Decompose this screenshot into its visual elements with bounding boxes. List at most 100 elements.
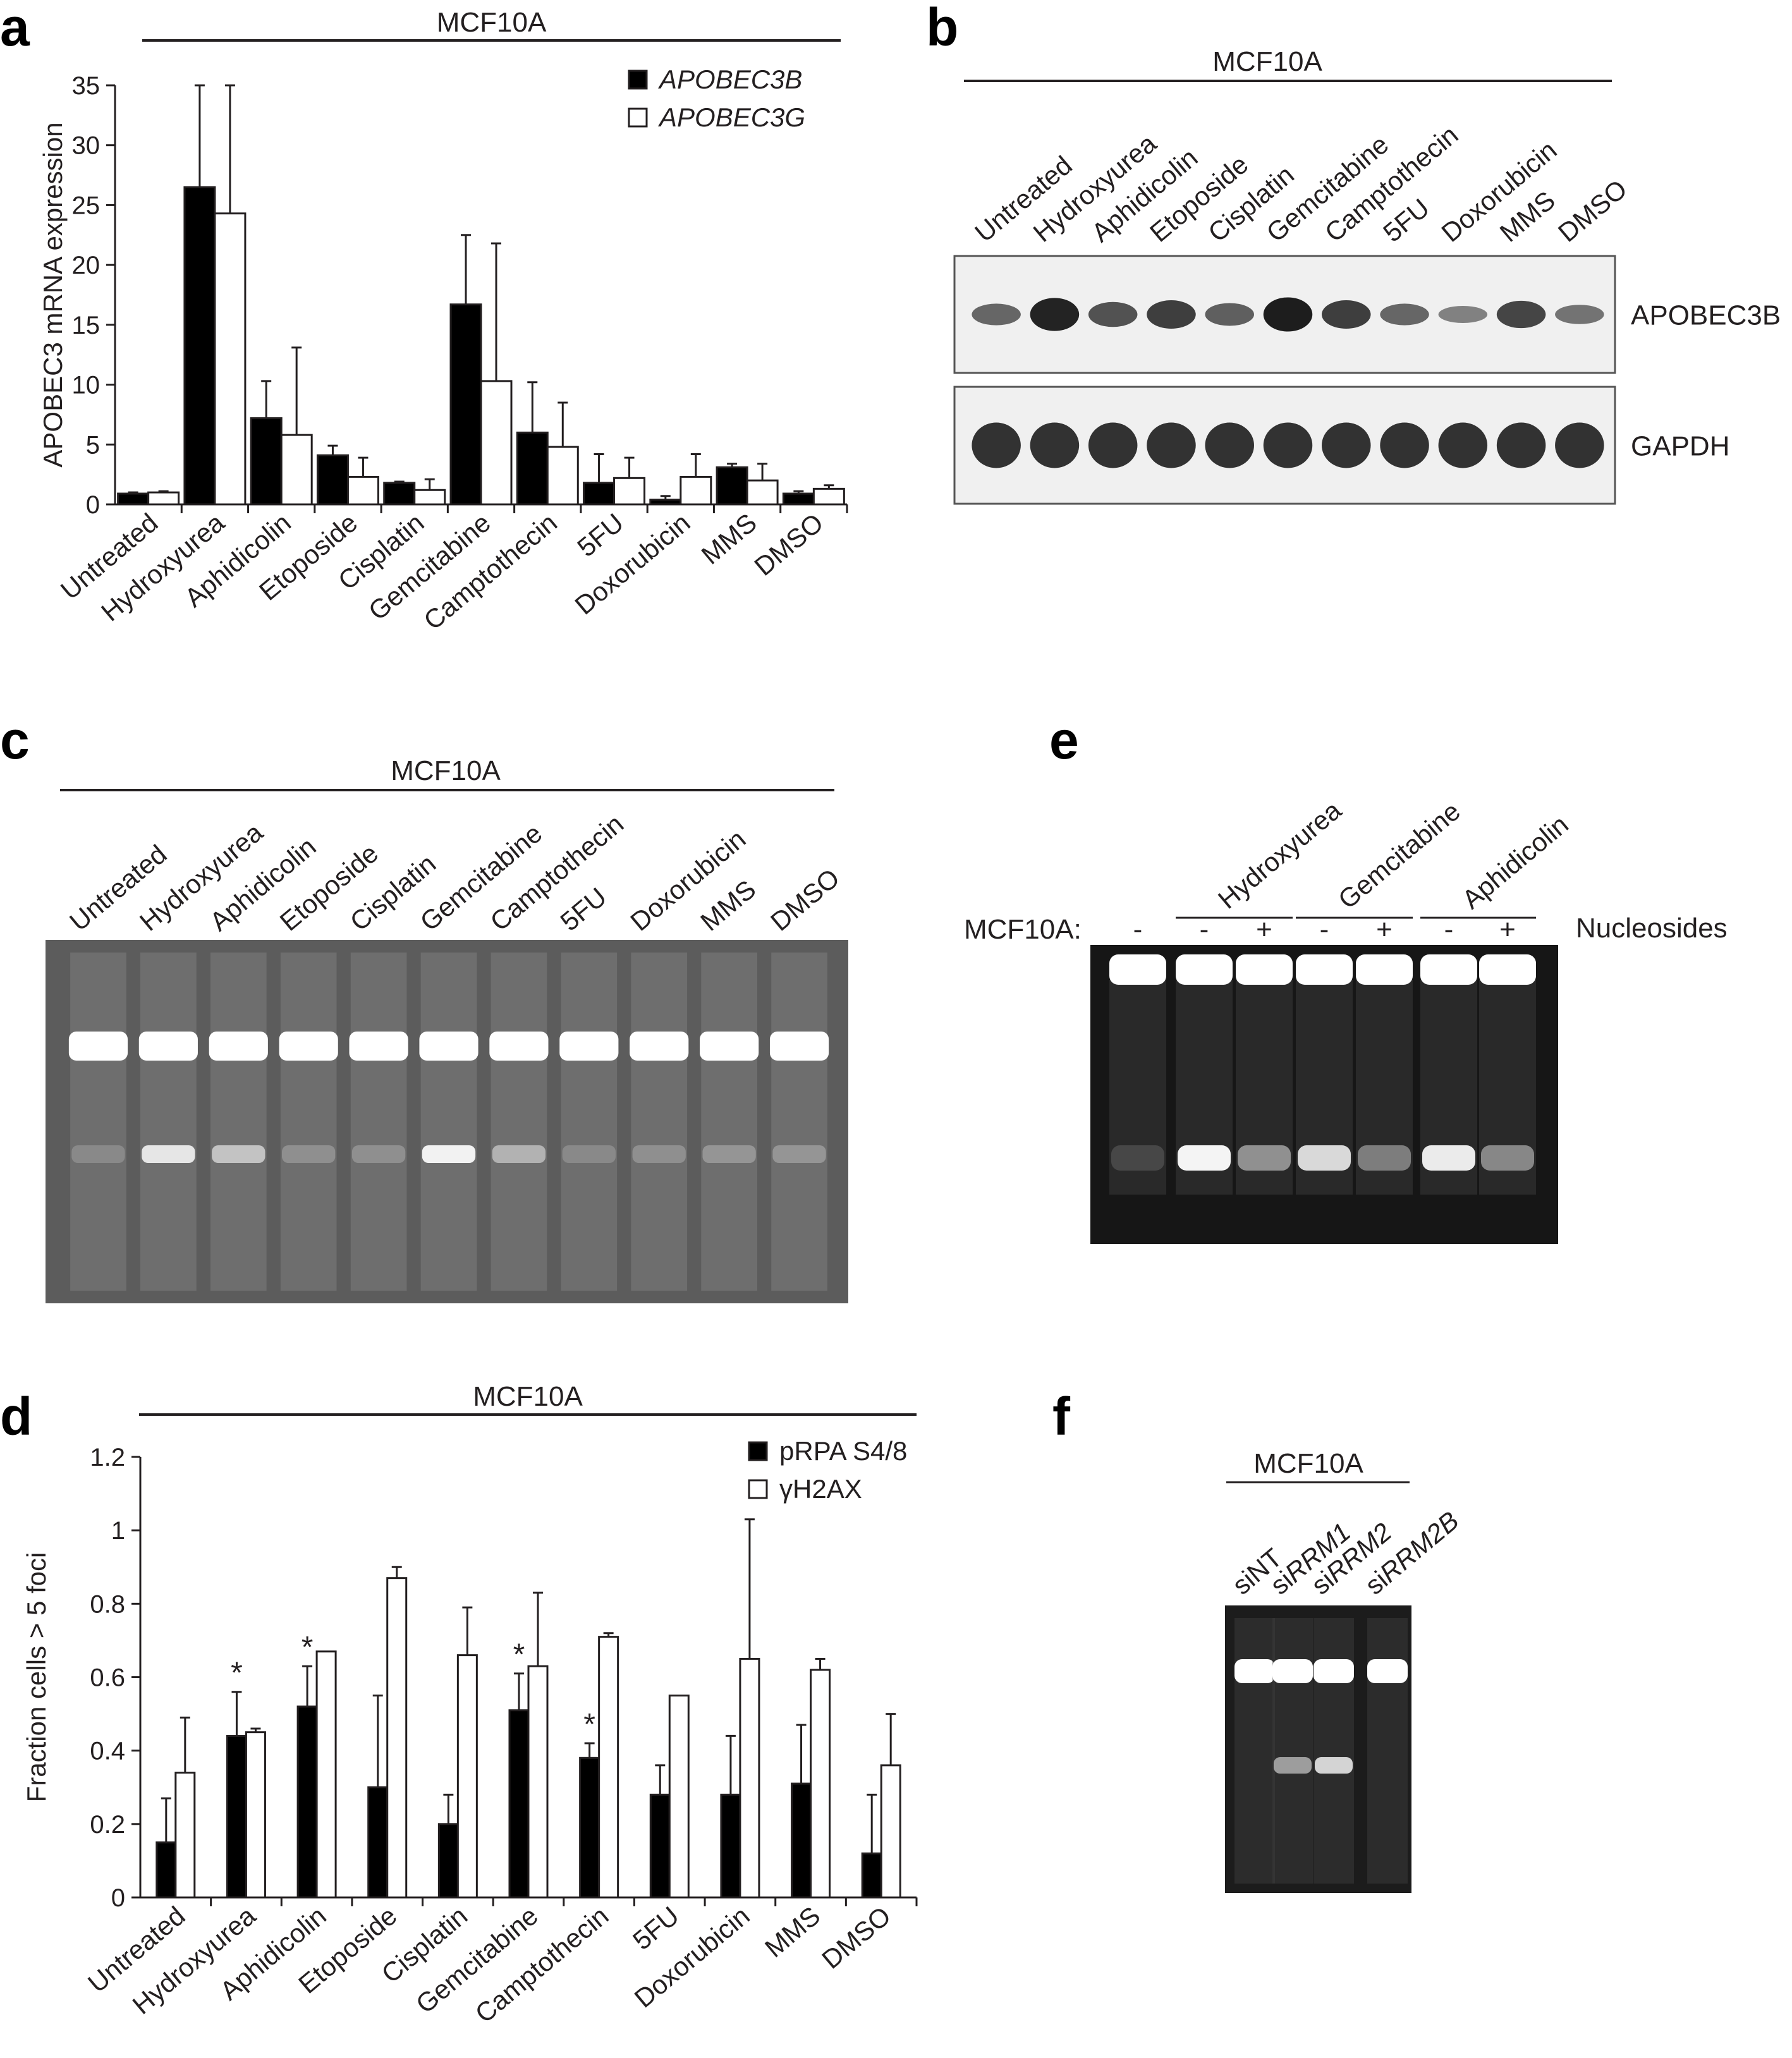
gel-header: MCF10A bbox=[391, 755, 501, 786]
gel-lane-smear bbox=[420, 953, 477, 1291]
blot-band bbox=[1205, 303, 1254, 326]
lane-sign: - bbox=[1133, 914, 1143, 945]
bar-apobec3b-mms bbox=[716, 466, 748, 506]
panel-letter-a: a bbox=[0, 0, 30, 57]
significance-marker: * bbox=[302, 1631, 314, 1664]
gel-product-band bbox=[1238, 1145, 1291, 1171]
blot-band bbox=[1263, 297, 1313, 332]
bar-h2ax-camptothecin bbox=[598, 1636, 619, 1899]
gel-lane-smear bbox=[701, 953, 757, 1291]
bar-apobec3g-hydroxyurea bbox=[214, 212, 247, 506]
blot-row-label-gapdh: GAPDH bbox=[1631, 431, 1729, 462]
bar-apobec3g-dmso bbox=[812, 487, 845, 506]
bar-prpa-s4-8-5fu bbox=[649, 1793, 671, 1899]
blot-band bbox=[1322, 300, 1371, 329]
blot-band bbox=[1380, 303, 1429, 326]
lane-sign: + bbox=[1256, 914, 1272, 945]
legend-swatch-h2ax bbox=[748, 1479, 768, 1499]
bar-apobec3b-hydroxyurea bbox=[183, 186, 216, 506]
bar-apobec3g-doxorubicin bbox=[680, 475, 712, 506]
panel-c-gel: MCF10AUntreatedHydroxyureaAphidicolinEto… bbox=[46, 755, 848, 1303]
group-label-hydroxyurea: Hydroxyurea bbox=[1212, 795, 1347, 914]
legend-label-h2ax: γH2AX bbox=[779, 1474, 862, 1504]
gel-substrate-band bbox=[1479, 954, 1536, 985]
gel-product-band bbox=[562, 1145, 616, 1163]
bar-h2ax-etoposide bbox=[386, 1577, 408, 1899]
bar-prpa-s4-8-etoposide bbox=[367, 1786, 389, 1899]
chart-header: MCF10A bbox=[437, 7, 547, 38]
y-tick-label: 0.8 bbox=[90, 1590, 125, 1618]
panel-letter-d: d bbox=[0, 1387, 32, 1446]
y-axis-label: Fraction cells > 5 foci bbox=[21, 1552, 51, 1803]
bar-apobec3g-gemcitabine bbox=[480, 380, 513, 506]
x-tick-label: Doxorubicin bbox=[569, 508, 695, 621]
gel-lane-smear bbox=[350, 953, 407, 1291]
lane-label: DMSO bbox=[1552, 174, 1633, 248]
gel-product-band bbox=[1111, 1145, 1164, 1171]
gel-product-band bbox=[422, 1145, 476, 1163]
bar-prpa-s4-8-cisplatin bbox=[437, 1823, 459, 1899]
bar-apobec3b-cisplatin bbox=[383, 482, 416, 506]
group-label-gemcitabine: Gemcitabine bbox=[1332, 796, 1466, 915]
gel-product-band bbox=[1274, 1757, 1312, 1774]
gel-product-band bbox=[1481, 1145, 1534, 1171]
gel-lane-smear bbox=[1109, 980, 1166, 1195]
bar-apobec3g-mms bbox=[746, 479, 779, 506]
y-tick-label: 35 bbox=[72, 72, 101, 100]
legend-swatch-prpa-s4-8 bbox=[748, 1441, 768, 1461]
bar-apobec3g-5fu bbox=[613, 477, 646, 506]
group-label-aphidicolin: Aphidicolin bbox=[1456, 809, 1574, 915]
right-label: Nucleosides bbox=[1576, 913, 1728, 944]
gel-substrate-band bbox=[68, 1032, 128, 1061]
y-tick-label: 20 bbox=[72, 252, 101, 279]
panel-letter-c: c bbox=[0, 710, 30, 770]
gel-lane-smear bbox=[1356, 980, 1413, 1195]
bar-prpa-s4-8-camptothecin bbox=[579, 1757, 600, 1899]
gel-substrate-band bbox=[489, 1032, 549, 1061]
blot-band bbox=[1147, 300, 1196, 329]
blot-band bbox=[1088, 301, 1138, 327]
significance-marker: * bbox=[583, 1708, 595, 1741]
x-tick-label: MMS bbox=[759, 1901, 826, 1963]
gel-lane-smear bbox=[1272, 1618, 1313, 1884]
lane-sign: - bbox=[1320, 914, 1329, 945]
blot-band bbox=[1030, 422, 1080, 468]
y-tick-label: 5 bbox=[86, 431, 100, 459]
blot-header: MCF10A bbox=[1212, 46, 1322, 77]
lane-label: 5FU bbox=[554, 882, 612, 937]
blot-band bbox=[1438, 422, 1488, 468]
bar-apobec3b-aphidicolin bbox=[250, 417, 283, 506]
blot-band bbox=[1438, 306, 1488, 323]
bar-h2ax-doxorubicin bbox=[739, 1657, 760, 1899]
gel-header: MCF10A bbox=[1253, 1448, 1363, 1479]
bar-h2ax-untreated bbox=[174, 1772, 196, 1899]
bar-apobec3b-dmso bbox=[782, 492, 815, 506]
chart-header: MCF10A bbox=[473, 1381, 583, 1412]
gel-product-band bbox=[492, 1145, 546, 1163]
blot-band bbox=[1147, 422, 1196, 468]
gel-lane-smear bbox=[1479, 980, 1536, 1195]
gel-lane-smear bbox=[491, 953, 547, 1291]
x-tick-label: DMSO bbox=[816, 1901, 896, 1975]
gel-substrate-band bbox=[700, 1032, 759, 1061]
gel-substrate-band bbox=[1176, 954, 1233, 985]
bar-prpa-s4-8-dmso bbox=[861, 1852, 882, 1899]
x-tick-label: 5FU bbox=[627, 1901, 685, 1956]
gel-lane-smear bbox=[1314, 1618, 1354, 1884]
gel-lane-smear bbox=[561, 953, 618, 1291]
lane-label: DMSO bbox=[765, 863, 845, 937]
blot-row-label-apobec3b: APOBEC3B bbox=[1631, 300, 1781, 331]
bar-apobec3g-aphidicolin bbox=[280, 434, 313, 506]
gel-product-band bbox=[1422, 1145, 1475, 1171]
blot-band bbox=[972, 303, 1021, 326]
x-tick-label: DMSO bbox=[748, 508, 829, 581]
panel-letter-e: e bbox=[1049, 710, 1079, 770]
y-tick-label: 0.2 bbox=[90, 1811, 125, 1839]
gel-substrate-band bbox=[769, 1032, 829, 1061]
legend-label-prpa-s4-8: pRPA S4/8 bbox=[779, 1436, 907, 1466]
gel-product-band bbox=[1315, 1757, 1353, 1774]
panel-letter-f: f bbox=[1052, 1387, 1071, 1446]
gel-substrate-band bbox=[1420, 954, 1477, 985]
